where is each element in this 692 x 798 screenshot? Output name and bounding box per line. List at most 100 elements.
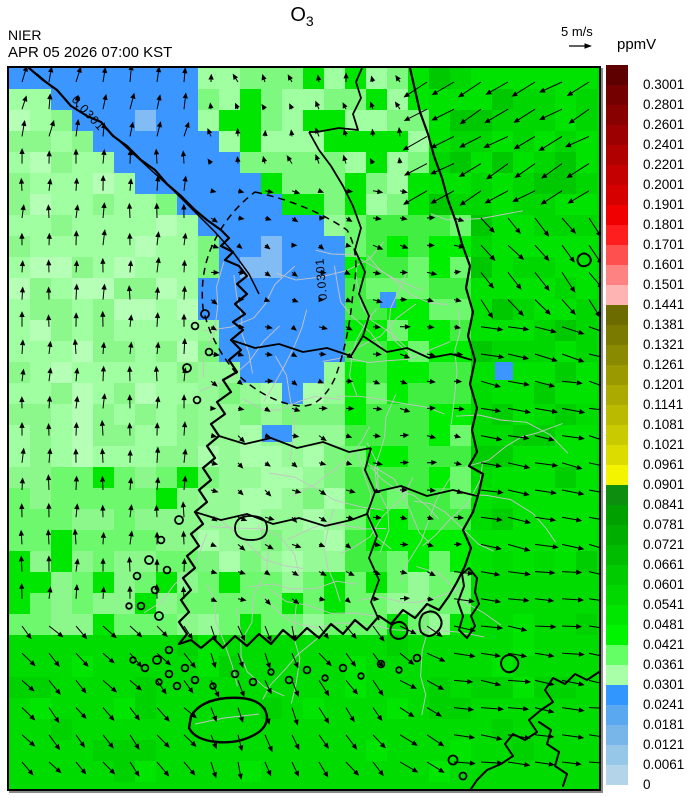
colorbar-label: 0.1081	[643, 417, 685, 432]
colorbar-label: 0.1441	[643, 297, 685, 312]
wind-scale-arrow-icon	[569, 43, 592, 49]
raster-cells	[429, 68, 576, 362]
colorbar	[606, 65, 628, 785]
colorbar-label: 0.1501	[643, 277, 685, 292]
colorbar-label: 0	[643, 777, 651, 792]
colorbar-label: 0.0541	[643, 597, 685, 612]
species-symbol: O	[290, 4, 306, 26]
south-coast-islets	[129, 645, 468, 781]
agency-label: NIER	[8, 27, 42, 43]
colorbar-block	[606, 605, 628, 625]
namhae-island	[389, 620, 409, 640]
colorbar-block	[606, 85, 628, 105]
colorbar-label: 0.1021	[643, 437, 685, 452]
colorbar-block	[606, 325, 628, 345]
colorbar-block	[606, 705, 628, 725]
colorbar-block	[606, 745, 628, 765]
colorbar-block	[606, 445, 628, 465]
blue-cell	[495, 362, 513, 380]
korea-coastline	[27, 68, 485, 650]
colorbar-block	[606, 645, 628, 665]
colorbar-block	[606, 185, 628, 205]
iki-island	[500, 654, 520, 674]
blue-cell	[380, 292, 396, 308]
colorbar-label: 0.1901	[643, 197, 685, 212]
raster-cells	[156, 68, 429, 215]
colorbar-block	[606, 585, 628, 605]
colorbar-label: 0.1381	[643, 317, 685, 332]
plot-title: O3	[0, 4, 604, 29]
geoje-island	[418, 610, 443, 637]
province-boundary	[218, 435, 372, 453]
province-boundary	[309, 68, 363, 133]
province-boundary	[364, 447, 380, 621]
raster-cells	[198, 383, 345, 572]
raster-cells	[135, 110, 282, 278]
colorbar-block	[606, 545, 628, 565]
colorbar-block	[606, 105, 628, 125]
colorbar-block	[606, 365, 628, 385]
colorbar-label: 0.0241	[643, 697, 685, 712]
contour-label: 0.0301	[312, 257, 330, 301]
colorbar-block	[606, 625, 628, 645]
colorbar-label: 0.0781	[643, 517, 685, 532]
timestamp-label: APR 05 2026 07:00 KST	[8, 44, 173, 61]
colorbar-block	[606, 245, 628, 265]
colorbar-block	[606, 285, 628, 305]
colorbar-label: 0.1701	[643, 237, 685, 252]
province-boundary	[362, 335, 473, 361]
japan-coastline	[470, 671, 599, 789]
colorbar-block	[606, 385, 628, 405]
colorbar-label: 0.1141	[643, 397, 684, 412]
colorbar-label: 0.2001	[643, 177, 685, 192]
raster-cells	[471, 362, 597, 572]
ulleungdo-island	[576, 252, 592, 268]
colorbar-label: 0.1201	[643, 377, 685, 392]
province-boundary	[308, 131, 370, 337]
colorbar-block	[606, 765, 628, 785]
colorbar-block	[606, 665, 628, 685]
species-subscript: 3	[305, 13, 314, 29]
colorbar-block	[606, 65, 628, 85]
colorbar-block	[606, 225, 628, 245]
colorbar-block	[606, 205, 628, 225]
colorbar-label: 0.0421	[643, 637, 685, 652]
colorbar-block	[606, 465, 628, 485]
colorbar-block	[606, 425, 628, 445]
colorbar-block	[606, 685, 628, 705]
colorbar-label: 0.0661	[643, 557, 685, 572]
colorbar-block	[606, 405, 628, 425]
map-canvas: 0.0301 0.0301	[9, 68, 599, 789]
colorbar-block	[606, 725, 628, 745]
colorbar-block	[606, 265, 628, 285]
wind-vector-layer	[18, 68, 599, 780]
map-frame: 0.0301 0.0301	[7, 66, 601, 791]
colorbar-label: 0.0061	[643, 757, 685, 772]
wind-arrows	[18, 68, 599, 780]
province-boundary	[194, 511, 368, 527]
raster-cells	[9, 68, 429, 467]
jeju-island	[187, 696, 269, 744]
colorbar-label: 0.0301	[643, 677, 685, 692]
colorbar-label: 0.1261	[643, 357, 685, 372]
colorbar-block	[606, 165, 628, 185]
contour-line-solid	[36, 73, 260, 295]
colorbar-label: 0.1801	[643, 217, 685, 232]
colorbar-block	[606, 485, 628, 505]
colorbar-label: 0.2401	[643, 137, 685, 152]
colorbar-label: 0.0361	[643, 657, 685, 672]
japan-inner-coast	[538, 721, 568, 787]
colorbar-block	[606, 565, 628, 585]
colorbar-unit-label: ppmV	[617, 36, 657, 53]
colorbar-label: 0.0961	[643, 457, 685, 472]
colorbar-block	[606, 525, 628, 545]
colorbar-block	[606, 305, 628, 325]
colorbar-label: 0.0841	[643, 497, 685, 512]
concentration-raster-layer	[9, 68, 597, 782]
colorbar-label: 0.0481	[643, 617, 685, 632]
colorbar-label: 0.1321	[643, 337, 685, 352]
colorbar-label: 0.2601	[643, 117, 685, 132]
colorbar-label: 0.0601	[643, 577, 685, 592]
colorbar-label: 0.3001	[643, 77, 685, 92]
